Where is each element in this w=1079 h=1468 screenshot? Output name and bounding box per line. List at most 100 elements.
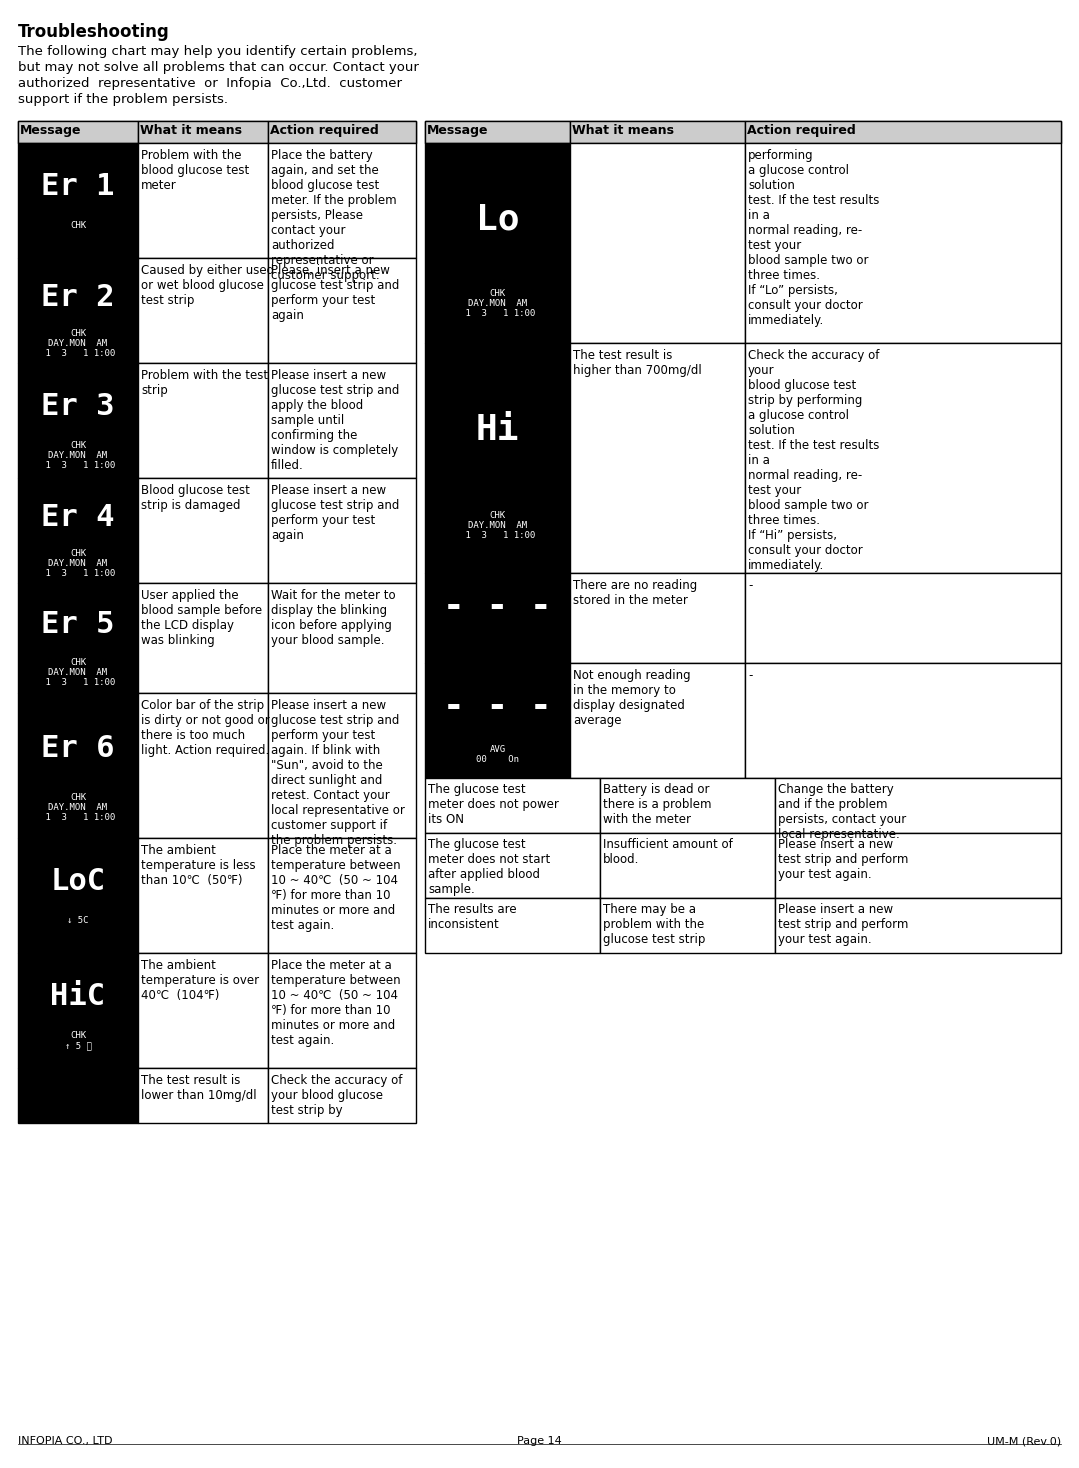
- Text: ↓ 5C: ↓ 5C: [67, 916, 88, 925]
- Bar: [745, 120, 1061, 142]
- Text: AVG: AVG: [490, 744, 506, 753]
- Bar: [18, 1069, 138, 1123]
- Text: CHK: CHK: [70, 222, 86, 230]
- Text: Please insert a new
glucose test strip and
perform your test
again. If blink wit: Please insert a new glucose test strip a…: [271, 699, 405, 847]
- Bar: [775, 832, 1061, 898]
- Text: 1  3   1 1:00: 1 3 1 1:00: [40, 461, 115, 470]
- Text: CHK: CHK: [70, 1032, 86, 1041]
- Bar: [425, 573, 570, 664]
- Text: The ambient
temperature is less
than 10℃  (50℉): The ambient temperature is less than 10℃…: [141, 844, 256, 887]
- Text: Er 4: Er 4: [41, 504, 114, 533]
- Text: Wait for the meter to
display the blinking
icon before applying
your blood sampl: Wait for the meter to display the blinki…: [271, 589, 396, 647]
- Text: CHK: CHK: [70, 329, 86, 338]
- Bar: [425, 344, 570, 573]
- Text: -: -: [748, 669, 752, 683]
- Text: Lo: Lo: [476, 203, 519, 236]
- Text: Place the meter at a
temperature between
10 ~ 40℃  (50 ~ 104
℉) for more than 10: Place the meter at a temperature between…: [271, 844, 400, 932]
- Text: What it means: What it means: [572, 123, 674, 137]
- Text: Er 1: Er 1: [41, 172, 114, 201]
- Bar: [570, 344, 745, 573]
- Text: Er 3: Er 3: [41, 392, 114, 421]
- Text: Check the accuracy of
your blood glucose
test strip by: Check the accuracy of your blood glucose…: [271, 1075, 402, 1117]
- Bar: [775, 778, 1061, 832]
- Text: HiC: HiC: [51, 982, 106, 1011]
- Text: Message: Message: [21, 123, 82, 137]
- Text: The ambient
temperature is over
40℃  (104℉): The ambient temperature is over 40℃ (104…: [141, 959, 259, 1003]
- Text: There are no reading
stored in the meter: There are no reading stored in the meter: [573, 578, 697, 606]
- Text: Check the accuracy of
your
blood glucose test
strip by performing
a glucose cont: Check the accuracy of your blood glucose…: [748, 349, 879, 573]
- Bar: [425, 120, 1061, 142]
- Text: Problem with the
blood glucose test
meter: Problem with the blood glucose test mete…: [141, 148, 249, 192]
- Bar: [138, 479, 268, 583]
- Text: Troubleshooting: Troubleshooting: [18, 23, 169, 41]
- Text: Please insert a new
glucose test strip and
apply the blood
sample until
confirmi: Please insert a new glucose test strip a…: [271, 368, 399, 473]
- Bar: [745, 344, 1061, 573]
- Text: Page 14: Page 14: [517, 1436, 562, 1446]
- Text: 1  3   1 1:00: 1 3 1 1:00: [460, 308, 535, 317]
- Bar: [18, 838, 138, 953]
- Text: Hi: Hi: [476, 414, 519, 448]
- Bar: [745, 664, 1061, 778]
- Text: Er 2: Er 2: [41, 283, 114, 313]
- Bar: [138, 142, 268, 258]
- Text: Action required: Action required: [747, 123, 856, 137]
- Bar: [425, 898, 600, 953]
- Text: 1  3   1 1:00: 1 3 1 1:00: [40, 813, 115, 822]
- Bar: [18, 258, 138, 363]
- Text: The results are
inconsistent: The results are inconsistent: [428, 903, 517, 931]
- Bar: [138, 363, 268, 479]
- Bar: [268, 363, 416, 479]
- Text: The test result is
higher than 700mg/dl: The test result is higher than 700mg/dl: [573, 349, 701, 377]
- Text: Change the battery
and if the problem
persists, contact your
local representativ: Change the battery and if the problem pe…: [778, 782, 906, 841]
- Bar: [18, 583, 138, 693]
- Text: CHK: CHK: [70, 549, 86, 558]
- Text: 1  3   1 1:00: 1 3 1 1:00: [460, 531, 535, 540]
- Text: CHK: CHK: [70, 793, 86, 802]
- Text: 1  3   1 1:00: 1 3 1 1:00: [40, 570, 115, 578]
- Bar: [570, 142, 745, 344]
- Bar: [425, 778, 600, 832]
- Bar: [775, 898, 1061, 953]
- Bar: [138, 838, 268, 953]
- Bar: [138, 258, 268, 363]
- Text: DAY.MON  AM: DAY.MON AM: [49, 559, 108, 568]
- Text: Battery is dead or
there is a problem
with the meter: Battery is dead or there is a problem wi…: [603, 782, 711, 826]
- Bar: [138, 1069, 268, 1123]
- Text: User applied the
blood sample before
the LCD display
was blinking: User applied the blood sample before the…: [141, 589, 262, 647]
- Bar: [268, 120, 416, 142]
- Bar: [18, 142, 138, 258]
- Bar: [425, 832, 600, 898]
- Text: What it means: What it means: [140, 123, 242, 137]
- Bar: [18, 693, 138, 838]
- Text: ↑ 5 ℃: ↑ 5 ℃: [65, 1041, 92, 1050]
- Bar: [425, 120, 570, 142]
- Text: Insufficient amount of
blood.: Insufficient amount of blood.: [603, 838, 733, 866]
- Bar: [18, 120, 416, 142]
- Bar: [268, 1069, 416, 1123]
- Text: The test result is
lower than 10mg/dl: The test result is lower than 10mg/dl: [141, 1075, 257, 1102]
- Text: 00    On: 00 On: [476, 755, 519, 763]
- Text: Color bar of the strip
is dirty or not good or
there is too much
light. Action r: Color bar of the strip is dirty or not g…: [141, 699, 270, 757]
- Bar: [18, 363, 138, 479]
- Text: Please insert a new
test strip and perform
your test again.: Please insert a new test strip and perfo…: [778, 838, 909, 881]
- Text: performing
a glucose control
solution
test. If the test results
in a
normal read: performing a glucose control solution te…: [748, 148, 879, 327]
- Text: Please insert a new
test strip and perform
your test again.: Please insert a new test strip and perfo…: [778, 903, 909, 945]
- Text: Blood glucose test
strip is damaged: Blood glucose test strip is damaged: [141, 484, 250, 512]
- Text: Please insert a new
glucose test strip and
perform your test
again: Please insert a new glucose test strip a…: [271, 484, 399, 542]
- Bar: [18, 120, 138, 142]
- Bar: [745, 142, 1061, 344]
- Bar: [268, 693, 416, 838]
- Text: authorized  representative  or  Infopia  Co.,Ltd.  customer: authorized representative or Infopia Co.…: [18, 76, 402, 90]
- Bar: [268, 838, 416, 953]
- Text: CHK: CHK: [490, 289, 506, 298]
- Text: Problem with the test
strip: Problem with the test strip: [141, 368, 268, 396]
- Text: Place the battery
again, and set the
blood glucose test
meter. If the problem
pe: Place the battery again, and set the blo…: [271, 148, 397, 282]
- Bar: [268, 953, 416, 1069]
- Bar: [570, 664, 745, 778]
- Bar: [268, 142, 416, 258]
- Text: DAY.MON  AM: DAY.MON AM: [49, 451, 108, 461]
- Text: - - -: - - -: [443, 690, 551, 724]
- Bar: [425, 142, 570, 344]
- Bar: [268, 583, 416, 693]
- Text: CHK: CHK: [490, 511, 506, 520]
